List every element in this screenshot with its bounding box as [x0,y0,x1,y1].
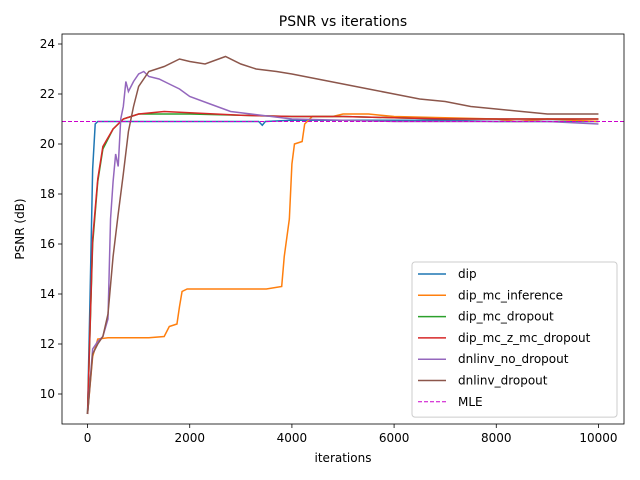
legend-label-dip_mc_dropout: dip_mc_dropout [458,310,554,324]
x-tick-label: 10000 [579,431,617,445]
y-tick-label: 18 [40,187,55,201]
x-tick-label: 4000 [277,431,308,445]
legend-label-MLE: MLE [458,395,483,409]
series-line-dip [86,119,599,415]
plot-frame [61,33,625,425]
plot-area: 0 2000 4000 6000 8000 10000 10 12 14 16 18 20 22 24 [40,33,625,445]
y-tick-label: 12 [40,337,55,351]
y-tick-label: 10 [40,387,55,401]
series-line-dnlinv_dropout [86,55,599,415]
legend-label-dnlinv_dropout: dnlinv_dropout [458,374,548,388]
chart-title: PSNR vs iterations [279,14,407,30]
y-tick-label: 22 [40,87,55,101]
legend-label-dnlinv_no_dropout: dnlinv_no_dropout [458,352,569,366]
x-tick-label: 6000 [379,431,410,445]
legend-box [411,261,618,418]
y-tick-label: 16 [40,237,55,251]
y-tick-label: 20 [40,137,55,151]
series-line-dip_mc_z_mc_dropout [86,110,599,415]
x-tick-label: 8000 [481,431,512,445]
series-line-dip_mc_inference [86,113,599,415]
y-axis-label: PSNR (dB) [13,198,27,259]
x-tick-label: 0 [84,431,92,445]
legend-label-dip: dip [458,267,477,281]
y-tick-label: 14 [40,287,55,301]
y-tick-label: 24 [40,37,55,51]
legend-label-dip_mc_z_mc_dropout: dip_mc_z_mc_dropout [458,331,591,345]
x-tick-label: 2000 [174,431,205,445]
legend-label-dip_mc_inference: dip_mc_inference [458,288,563,302]
legend: dip dip_mc_inference dip_mc_dropout dip_mc_… [411,261,618,418]
x-axis-label: iterations [315,451,372,465]
